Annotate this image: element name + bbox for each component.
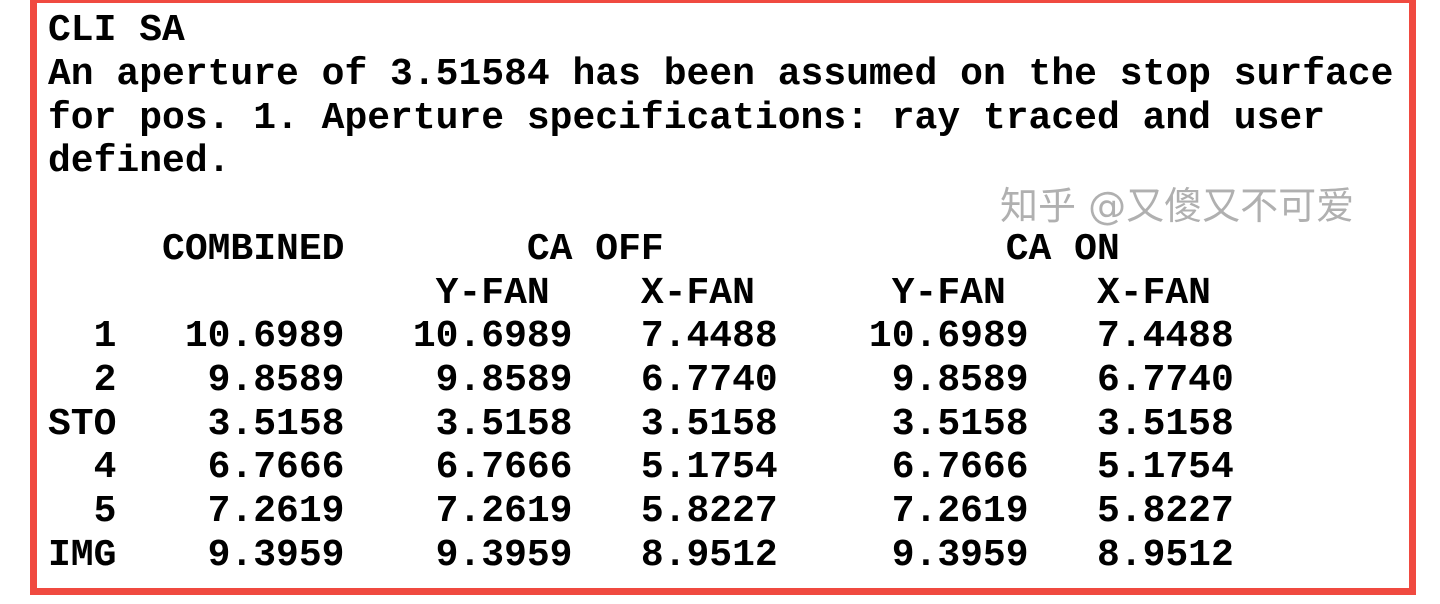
table-row: 1 10.6989 10.6989 7.4488 10.6989 7.4488 bbox=[48, 315, 1440, 359]
table-row: 5 7.2619 7.2619 5.8227 7.2619 5.8227 bbox=[48, 490, 1440, 534]
cell-on-x: 6.7740 bbox=[1096, 358, 1234, 402]
cell-off-y: 9.8589 bbox=[435, 358, 573, 402]
cell-on-x: 8.9512 bbox=[1096, 534, 1234, 577]
surface-label: STO bbox=[48, 402, 117, 446]
cell-combined: 7.2619 bbox=[207, 490, 345, 534]
header-ca-on: CA ON bbox=[1005, 228, 1120, 271]
cell-combined: 10.6989 bbox=[184, 315, 345, 358]
surface-label: 1 bbox=[93, 315, 117, 358]
message-line: An aperture of 3.51584 has been assumed … bbox=[48, 53, 1394, 96]
cell-on-y: 9.3959 bbox=[891, 534, 1029, 577]
surface-label: 5 bbox=[93, 490, 117, 534]
cell-on-x: 5.8227 bbox=[1096, 490, 1234, 534]
table-row: STO 3.5158 3.5158 3.5158 3.5158 3.5158 bbox=[48, 403, 1440, 447]
cell-on-x: 5.1754 bbox=[1096, 446, 1234, 490]
table-row: IMG 9.3959 9.3959 8.9512 9.3959 8.9512 bbox=[48, 534, 1440, 578]
cell-off-x: 3.5158 bbox=[640, 402, 778, 446]
cell-on-x: 3.5158 bbox=[1096, 402, 1234, 446]
cell-off-y: 10.6989 bbox=[412, 315, 573, 358]
cell-on-y: 10.6989 bbox=[868, 315, 1029, 358]
sub-header-row: Y-FAN X-FAN Y-FAN X-FAN bbox=[48, 272, 1440, 316]
cell-on-y: 7.2619 bbox=[891, 490, 1029, 534]
header-off-x-fan: X-FAN bbox=[640, 272, 755, 315]
cell-combined: 9.8589 bbox=[207, 358, 345, 402]
cell-off-y: 3.5158 bbox=[435, 402, 573, 446]
cell-off-y: 9.3959 bbox=[435, 534, 573, 577]
group-header-row: COMBINED CA OFF CA ON bbox=[48, 228, 1440, 272]
message-line: defined. bbox=[48, 140, 231, 183]
header-combined: COMBINED bbox=[162, 228, 345, 271]
table-row: 2 9.8589 9.8589 6.7740 9.8589 6.7740 bbox=[48, 359, 1440, 403]
header-on-x-fan: X-FAN bbox=[1096, 272, 1211, 315]
cell-off-x: 6.7740 bbox=[640, 358, 778, 402]
cell-off-x: 5.8227 bbox=[640, 490, 778, 534]
cell-off-x: 7.4488 bbox=[640, 315, 778, 358]
highlight-frame bbox=[30, 0, 1416, 595]
cell-off-x: 8.9512 bbox=[640, 534, 778, 577]
watermark: 知乎 @又傻又不可爱 bbox=[1000, 184, 1355, 228]
header-off-y-fan: Y-FAN bbox=[435, 272, 550, 315]
header-on-y-fan: Y-FAN bbox=[891, 272, 1006, 315]
surface-label: IMG bbox=[48, 534, 117, 577]
cell-on-y: 9.8589 bbox=[891, 358, 1029, 402]
table-row: 4 6.7666 6.7666 5.1754 6.7666 5.1754 bbox=[48, 446, 1440, 490]
surface-label: 4 bbox=[93, 446, 117, 490]
command-line: CLI SA bbox=[48, 9, 185, 52]
cell-combined: 3.5158 bbox=[207, 402, 345, 446]
cell-combined: 9.3959 bbox=[207, 534, 345, 577]
message-line: for pos. 1. Aperture specifications: ray… bbox=[48, 97, 1326, 140]
cell-off-y: 6.7666 bbox=[435, 446, 573, 490]
cell-off-x: 5.1754 bbox=[640, 446, 778, 490]
cell-on-y: 3.5158 bbox=[891, 402, 1029, 446]
surface-label: 2 bbox=[93, 358, 117, 402]
cell-on-x: 7.4488 bbox=[1096, 315, 1234, 358]
cell-on-y: 6.7666 bbox=[891, 446, 1029, 490]
cell-combined: 6.7666 bbox=[207, 446, 345, 490]
cell-off-y: 7.2619 bbox=[435, 490, 573, 534]
header-ca-off: CA OFF bbox=[526, 228, 664, 271]
